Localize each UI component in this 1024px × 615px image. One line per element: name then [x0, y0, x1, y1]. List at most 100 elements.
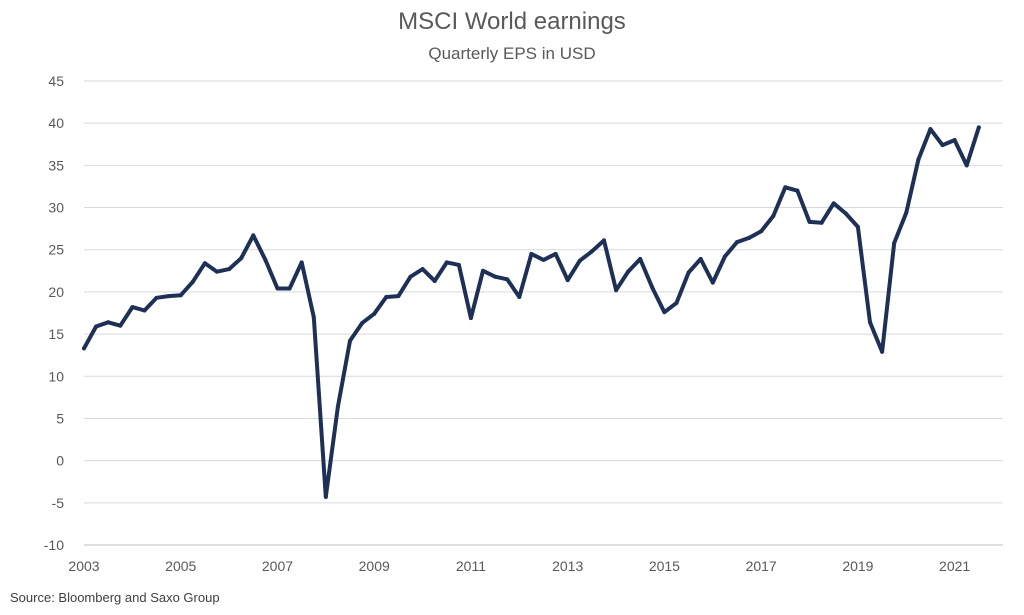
- data-point: [287, 286, 292, 291]
- data-point: [215, 269, 220, 274]
- data-point: [614, 288, 619, 293]
- data-point: [880, 349, 885, 354]
- eps-series-line: [82, 125, 981, 499]
- data-point: [130, 305, 135, 310]
- x-tick-label: 2003: [68, 558, 99, 574]
- x-tick-label: 2011: [456, 558, 486, 574]
- data-point: [916, 157, 921, 162]
- data-point: [432, 278, 437, 283]
- data-point: [565, 278, 570, 283]
- data-point: [843, 211, 848, 216]
- data-point: [227, 267, 232, 272]
- data-point: [904, 210, 909, 215]
- data-point: [263, 257, 268, 262]
- y-tick-label: 5: [56, 410, 64, 426]
- y-tick-label: 0: [56, 453, 64, 469]
- data-point: [807, 219, 812, 224]
- x-tick-label: 2005: [165, 558, 196, 574]
- data-point: [867, 320, 872, 325]
- x-tick-label: 2019: [842, 558, 873, 574]
- data-point: [638, 257, 643, 262]
- data-point: [855, 224, 860, 229]
- data-point: [299, 260, 304, 265]
- data-point: [795, 188, 800, 193]
- data-point: [601, 238, 606, 243]
- data-point: [408, 274, 413, 279]
- data-point: [311, 315, 316, 320]
- data-point: [577, 258, 582, 263]
- data-point: [517, 294, 522, 299]
- x-tick-label: 2013: [552, 558, 583, 574]
- data-point: [771, 213, 776, 218]
- data-point: [722, 254, 727, 259]
- data-point: [698, 257, 703, 262]
- y-tick-label: 20: [48, 284, 64, 300]
- data-point: [251, 233, 256, 238]
- y-tick-label: 10: [48, 368, 64, 384]
- y-tick-label: 30: [48, 200, 64, 216]
- data-point: [106, 320, 111, 325]
- data-point: [783, 185, 788, 190]
- data-point: [190, 279, 195, 284]
- data-point: [819, 220, 824, 225]
- data-point: [734, 240, 739, 245]
- data-point: [662, 310, 667, 315]
- data-point: [94, 324, 99, 329]
- data-point: [335, 404, 340, 409]
- data-point: [541, 257, 546, 262]
- y-tick-label: 15: [48, 326, 64, 342]
- data-point: [481, 268, 486, 273]
- data-point: [650, 285, 655, 290]
- data-point: [154, 295, 159, 300]
- data-point: [831, 201, 836, 206]
- y-tick-label: -10: [44, 537, 64, 553]
- data-point: [710, 280, 715, 285]
- data-point: [553, 251, 558, 256]
- data-point: [747, 235, 752, 240]
- chart-subtitle: Quarterly EPS in USD: [428, 44, 596, 63]
- x-tick-label: 2007: [262, 558, 293, 574]
- data-point: [420, 267, 425, 272]
- data-point: [239, 256, 244, 261]
- x-tick-label: 2017: [746, 558, 777, 574]
- x-tick-label: 2021: [939, 558, 970, 574]
- data-point: [952, 138, 957, 143]
- data-point: [505, 277, 510, 282]
- chart-title: MSCI World earnings: [398, 8, 626, 35]
- data-point: [928, 127, 933, 132]
- source-note: Source: Bloomberg and Saxo Group: [10, 590, 220, 605]
- data-point: [444, 260, 449, 265]
- data-point: [372, 311, 377, 316]
- y-tick-label: 45: [48, 73, 64, 89]
- data-point: [178, 293, 183, 298]
- data-point: [360, 321, 365, 326]
- data-point: [82, 346, 86, 351]
- data-point: [396, 294, 401, 299]
- data-point: [529, 251, 534, 256]
- data-point: [166, 294, 171, 299]
- data-point: [275, 286, 280, 291]
- data-point: [456, 262, 461, 267]
- data-point: [142, 308, 147, 313]
- x-tick-label: 2015: [649, 558, 680, 574]
- data-point: [323, 494, 328, 499]
- data-point: [468, 316, 473, 321]
- data-point: [493, 274, 498, 279]
- data-point: [384, 294, 389, 299]
- data-point: [589, 249, 594, 254]
- data-point: [686, 270, 691, 275]
- data-point: [202, 261, 207, 266]
- data-point: [348, 338, 353, 343]
- data-point: [892, 240, 897, 245]
- data-point: [759, 229, 764, 234]
- data-point: [976, 125, 981, 130]
- x-tick-label: 2009: [359, 558, 390, 574]
- data-point: [674, 300, 679, 305]
- data-point: [626, 269, 631, 274]
- data-point: [940, 143, 945, 148]
- y-tick-label: 40: [48, 115, 64, 131]
- y-tick-label: 25: [48, 242, 64, 258]
- y-tick-label: 35: [48, 157, 64, 173]
- y-tick-label: -5: [52, 495, 65, 511]
